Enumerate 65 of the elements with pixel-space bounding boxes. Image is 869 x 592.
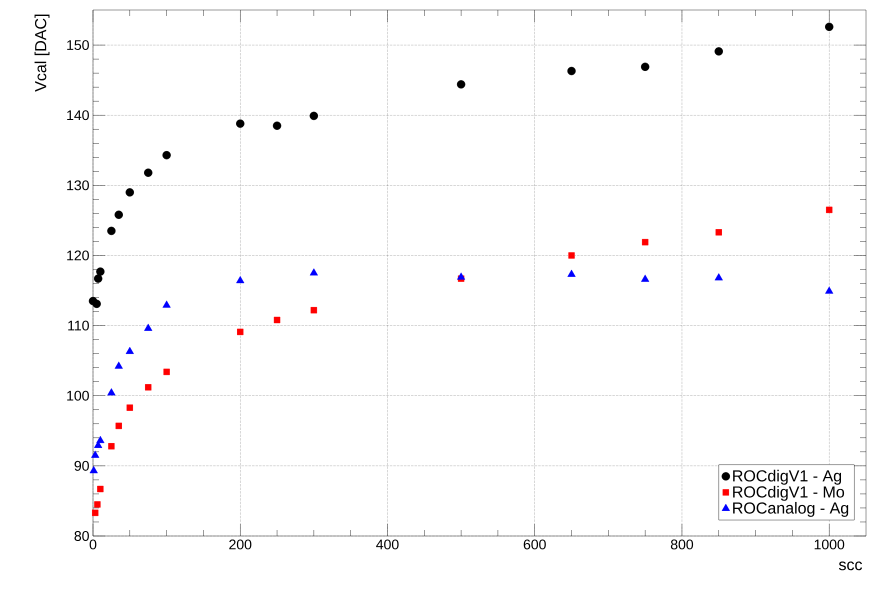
point [97, 486, 104, 492]
point [641, 274, 650, 282]
x-tick-label: 200 [229, 540, 252, 550]
point [274, 316, 280, 324]
x-tick-label: 600 [524, 540, 546, 550]
point [310, 306, 318, 314]
point [568, 252, 575, 259]
point [126, 188, 134, 197]
y-tick-label: 110 [68, 320, 89, 331]
point [714, 47, 723, 56]
x-axis-title: scc [838, 562, 862, 570]
point [825, 286, 834, 294]
point [108, 443, 115, 450]
legend-label: ROCdigV1 - Ag [733, 470, 842, 485]
y-tick-label: 90 [74, 460, 89, 471]
y-tick-label: 80 [74, 531, 89, 541]
point [114, 362, 123, 369]
point [94, 274, 102, 283]
point [237, 328, 244, 336]
y-tick-label: 150 [67, 40, 89, 50]
point [826, 206, 832, 214]
x-tick-label: 800 [670, 540, 694, 550]
point [272, 122, 282, 130]
legend-label: ROCanalog - Ag [733, 502, 848, 517]
point [114, 210, 123, 219]
legend-label: ROCdigV1 - Mo [733, 486, 844, 501]
x-tick-label: 400 [376, 540, 399, 550]
point [92, 300, 101, 308]
point [640, 62, 650, 72]
y-tick-label: 130 [67, 180, 89, 190]
point [96, 267, 105, 276]
point [94, 501, 101, 508]
x-tick-label: 0 [90, 540, 96, 550]
point [716, 229, 722, 236]
point [90, 466, 98, 474]
point [825, 22, 834, 32]
point [91, 450, 100, 458]
point [162, 150, 171, 160]
y-tick-label: 100 [67, 390, 89, 401]
point [144, 324, 152, 331]
point [162, 300, 171, 308]
x-tick-label: 1000 [814, 540, 844, 550]
point [107, 226, 116, 236]
point [236, 276, 244, 284]
point [567, 270, 576, 277]
point [714, 273, 723, 280]
y-tick-label: 120 [67, 250, 89, 260]
point [107, 388, 116, 396]
point [457, 272, 466, 280]
point [126, 346, 134, 354]
y-tick-label: 140 [67, 110, 89, 120]
point [310, 268, 318, 276]
point [116, 422, 122, 430]
point [92, 510, 98, 516]
point [145, 384, 152, 391]
point [126, 404, 134, 411]
point [567, 66, 576, 76]
point [236, 119, 244, 128]
point [310, 112, 318, 120]
y-axis-title: Vcal [DAC] [34, 14, 50, 92]
point [96, 436, 104, 444]
point [642, 238, 648, 246]
point [456, 80, 466, 89]
point [163, 368, 170, 376]
point [144, 168, 152, 177]
